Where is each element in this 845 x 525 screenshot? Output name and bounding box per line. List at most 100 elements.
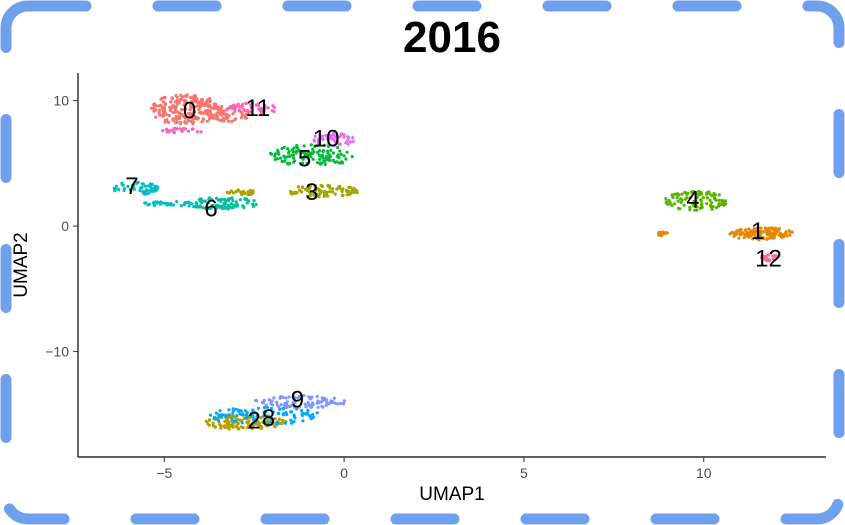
point-cluster-4 xyxy=(710,207,714,211)
point-cluster-3 xyxy=(355,190,359,195)
point-cluster-5 xyxy=(275,157,280,161)
point-cluster-7 xyxy=(126,184,130,188)
cluster-label-3: 3 xyxy=(305,179,318,206)
point-cluster-9 xyxy=(302,394,306,398)
point-cluster-5 xyxy=(335,160,339,164)
point-cluster-6 xyxy=(216,204,220,208)
cluster-label-0: 0 xyxy=(183,98,196,125)
point-cluster-7 xyxy=(159,200,163,204)
point-cluster-7 xyxy=(150,189,154,193)
point-cluster-6 xyxy=(206,201,211,205)
point-cluster-1 xyxy=(739,233,743,237)
point-cluster-7 xyxy=(154,188,158,192)
point-cluster-7 xyxy=(145,189,149,193)
point-cluster-9 xyxy=(332,396,336,400)
point-cluster-8 xyxy=(251,415,255,419)
point-cluster-9 xyxy=(321,397,325,401)
point-cluster-3 xyxy=(341,187,345,191)
point-cluster-4 xyxy=(676,199,680,203)
point-cluster-4 xyxy=(695,205,699,209)
point-cluster-11 xyxy=(236,102,240,106)
point-cluster-7 xyxy=(165,201,169,206)
point-cluster-7 xyxy=(190,202,194,206)
point-cluster-1 xyxy=(657,230,661,234)
point-cluster-3 xyxy=(337,185,341,189)
point-cluster-9 xyxy=(331,400,335,404)
point-cluster-6 xyxy=(245,197,249,201)
point-cluster-10 xyxy=(351,139,355,144)
point-cluster-9 xyxy=(262,398,266,402)
point-cluster-8 xyxy=(289,418,293,422)
point-cluster-5 xyxy=(323,162,327,167)
point-cluster-0 xyxy=(159,103,163,107)
point-cluster-0 xyxy=(178,122,183,126)
point-cluster-9 xyxy=(293,405,297,409)
point-cluster-0 xyxy=(195,116,199,120)
point-cluster-5 xyxy=(292,146,296,150)
point-cluster-5 xyxy=(336,145,340,150)
point-cluster-0 xyxy=(232,118,236,122)
point-cluster-4 xyxy=(707,190,711,194)
point-cluster-0 xyxy=(240,111,244,115)
point-cluster-0 xyxy=(208,115,212,119)
point-cluster-4 xyxy=(721,200,726,204)
point-cluster-1 xyxy=(779,235,783,239)
point-cluster-2 xyxy=(205,420,209,424)
point-cluster-10 xyxy=(320,134,325,138)
point-cluster-4 xyxy=(680,192,684,196)
point-cluster-8 xyxy=(301,419,305,423)
point-cluster-3 xyxy=(236,188,240,192)
point-cluster-3 xyxy=(331,187,335,191)
point-cluster-0 xyxy=(197,111,202,115)
point-cluster-5 xyxy=(340,160,344,164)
point-cluster-3 xyxy=(305,188,310,192)
point-cluster-3 xyxy=(308,191,312,195)
point-cluster-0 xyxy=(169,100,173,104)
point-cluster-5 xyxy=(339,152,343,156)
point-cluster-7 xyxy=(150,182,154,186)
point-cluster-4 xyxy=(692,204,696,208)
point-cluster-0 xyxy=(170,97,175,101)
point-cluster-9 xyxy=(324,403,328,407)
point-cluster-4 xyxy=(694,192,698,196)
point-cluster-10 xyxy=(344,141,348,145)
point-cluster-4 xyxy=(667,198,671,203)
point-cluster-11 xyxy=(272,105,277,110)
point-cluster-5 xyxy=(294,151,298,155)
point-cluster-8 xyxy=(265,422,270,426)
point-cluster-7 xyxy=(146,203,150,207)
point-cluster-8 xyxy=(227,408,231,412)
point-cluster-0 xyxy=(160,106,164,110)
point-cluster-4 xyxy=(717,193,721,197)
point-cluster-7 xyxy=(183,201,187,205)
point-cluster-5 xyxy=(345,150,349,154)
point-cluster-9 xyxy=(284,396,288,400)
point-cluster-0 xyxy=(231,112,235,116)
point-cluster-0 xyxy=(215,115,219,119)
point-cluster-11 xyxy=(259,111,263,115)
point-cluster-9 xyxy=(319,400,323,404)
point-cluster-1 xyxy=(772,231,776,235)
point-cluster-3 xyxy=(309,184,313,188)
point-cluster-0 xyxy=(179,93,183,97)
point-cluster-6 xyxy=(207,197,211,201)
point-cluster-0 xyxy=(175,120,179,124)
point-cluster-6 xyxy=(194,205,198,209)
point-cluster-10 xyxy=(333,140,337,144)
point-cluster-1 xyxy=(755,237,759,241)
point-cluster-4 xyxy=(708,198,712,202)
point-cluster-0 xyxy=(226,119,230,123)
point-cluster-6 xyxy=(224,199,228,203)
point-cluster-0 xyxy=(160,96,164,100)
point-cluster-6 xyxy=(232,204,236,208)
point-cluster-6 xyxy=(213,205,217,209)
point-cluster-5 xyxy=(300,150,304,154)
point-cluster-2 xyxy=(257,424,261,428)
point-cluster-5 xyxy=(297,148,301,152)
point-cluster-7 xyxy=(149,185,153,189)
point-cluster-4 xyxy=(705,192,709,196)
point-cluster-8 xyxy=(315,411,319,415)
point-cluster-9 xyxy=(285,400,289,404)
point-cluster-5 xyxy=(326,151,330,155)
point-cluster-9 xyxy=(293,401,297,405)
